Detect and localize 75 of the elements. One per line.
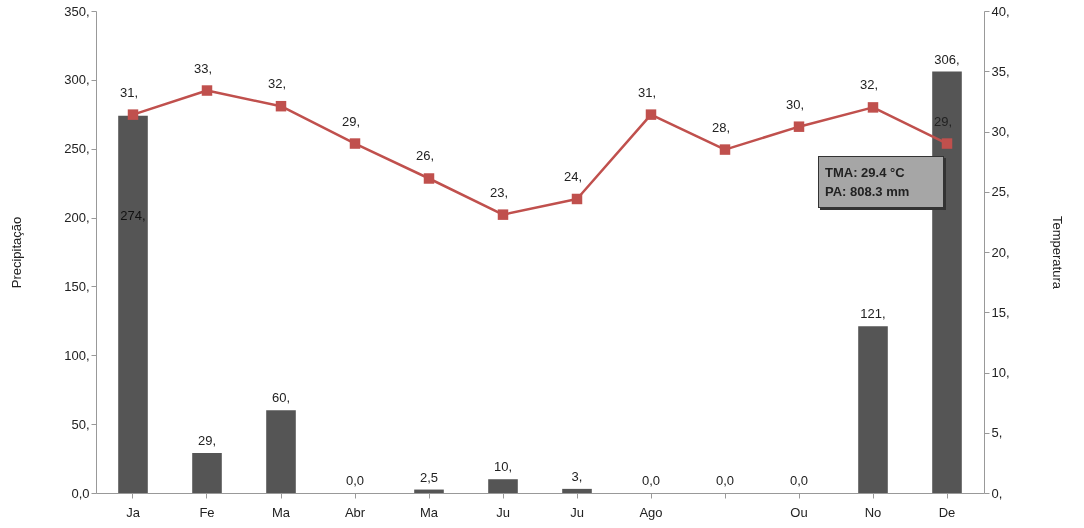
x-tick-label: Ago <box>639 504 663 520</box>
x-tick-label: Ju <box>570 504 584 520</box>
data-label: 23, <box>489 184 509 200</box>
y2-tick-label: 35, <box>991 63 1010 79</box>
bar <box>932 71 962 493</box>
point <box>645 109 657 120</box>
data-label: 0,0 <box>789 473 809 488</box>
y2-tick-label: 15, <box>991 304 1010 320</box>
annotation: TMA: 29.4 °C <box>825 165 906 180</box>
y2-tick-label: 25, <box>991 184 1010 200</box>
bar <box>192 453 222 493</box>
data-label: 10, <box>493 459 513 475</box>
data-label: 0,0 <box>715 473 735 488</box>
x-tick-label: No <box>864 504 882 520</box>
y-tick-label: 250, <box>64 141 90 157</box>
bar <box>488 479 518 493</box>
data-label: 30, <box>785 96 805 112</box>
bar <box>858 326 888 493</box>
annotation: PA: 808.3 mm <box>825 184 911 199</box>
data-label: 32, <box>267 76 287 92</box>
data-label: 28, <box>711 119 731 135</box>
data-label: 306, <box>934 51 960 67</box>
bar <box>266 410 296 493</box>
point <box>349 138 361 149</box>
data-label: 32, <box>859 77 879 93</box>
data-label: 121, <box>860 306 886 322</box>
data-label: 31, <box>637 84 657 100</box>
point <box>571 193 583 205</box>
point <box>127 109 139 120</box>
y2-tick-label: 20, <box>991 244 1010 260</box>
x-tick-label: Ma <box>419 504 439 520</box>
point <box>867 102 879 113</box>
data-label: 3, <box>571 468 583 484</box>
x-tick-label: Ou <box>790 504 808 520</box>
x-tick-label: Ju <box>496 504 510 520</box>
data-label: 2,5 <box>419 469 439 485</box>
data-label: 29, <box>197 433 217 449</box>
y-tick-label: 150, <box>64 278 90 294</box>
y2-tick-label: 30, <box>991 124 1010 139</box>
data-label: 31, <box>119 84 139 100</box>
y2-tick-label: 0, <box>991 485 1003 501</box>
point <box>497 209 509 220</box>
x-tick-label: Abr <box>344 504 366 520</box>
y-tick-label: 50, <box>71 416 90 432</box>
x-tick-label: Fe <box>199 504 215 520</box>
point <box>275 100 287 112</box>
x-tick-label: Ma <box>271 504 291 520</box>
data-label: 26, <box>415 148 435 164</box>
data-label: 60, <box>271 390 291 406</box>
y2-tick-label: 10, <box>991 365 1010 380</box>
y-tick-label: 350, <box>64 3 90 19</box>
y-tick-label: 200, <box>64 210 90 226</box>
y-tick-label: 100, <box>64 347 90 363</box>
x-tick-label: De <box>938 504 956 520</box>
x-tick-label: Ja <box>126 504 141 520</box>
point <box>941 138 953 149</box>
bar <box>562 488 592 493</box>
y-tick-label: 0,0 <box>71 485 90 501</box>
data-label: 24, <box>563 168 583 184</box>
point <box>423 173 435 184</box>
data-label: 33, <box>193 60 213 76</box>
y-tick-label: 300, <box>64 72 90 88</box>
point <box>793 121 805 132</box>
point <box>719 144 731 155</box>
data-label: 274, <box>120 207 146 223</box>
y2-tick-label: 40, <box>991 3 1010 19</box>
data-label: 29, <box>341 113 361 129</box>
y2-tick-label: 5, <box>991 425 1003 441</box>
y-axis-title: Precipitação <box>9 216 25 289</box>
y2-axis-title: Temperatura <box>1049 216 1065 290</box>
data-label: 0,0 <box>641 473 661 488</box>
bar <box>118 115 148 493</box>
note-box: TMA: 29.4 °C PA: 808.3 mm <box>818 156 944 208</box>
point <box>201 85 213 96</box>
data-label: 0,0 <box>345 473 365 488</box>
